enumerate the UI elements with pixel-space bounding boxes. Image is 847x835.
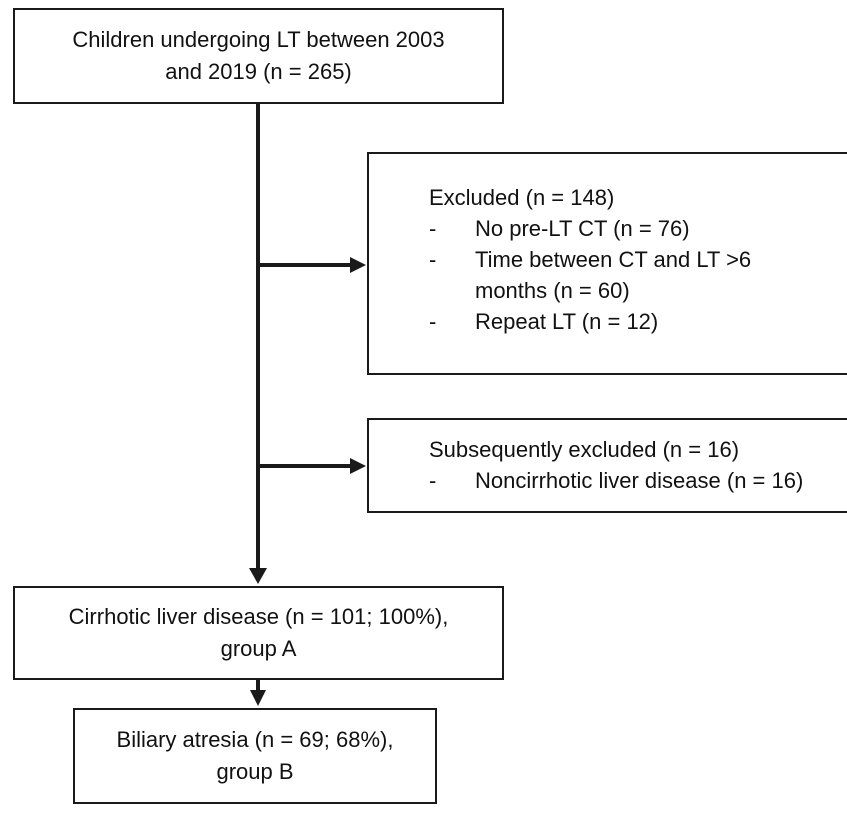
list-item-text: months (n = 60) [475, 278, 630, 303]
start-box: Children undergoing LT between 2003 and … [13, 8, 504, 104]
excluded-list: - No pre-LT CT (n = 76) - Time between C… [429, 213, 847, 337]
start-line-1: Children undergoing LT between 2003 [72, 27, 445, 52]
list-item: - Noncirrhotic liver disease (n = 16) [429, 465, 847, 496]
bullet-dash: - [429, 247, 437, 272]
list-item-text: Noncirrhotic liver disease (n = 16) [475, 468, 804, 493]
group-a-box: Cirrhotic liver disease (n = 101; 100%),… [13, 586, 504, 680]
group-a-line-1: Cirrhotic liver disease (n = 101; 100%), [68, 604, 449, 629]
list-item: months (n = 60) [429, 275, 847, 306]
group-b-line-2: group B [216, 759, 294, 784]
bullet-dash: - [429, 468, 437, 493]
group-b-line-1: Biliary atresia (n = 69; 68%), [116, 727, 394, 752]
list-item-text: Repeat LT (n = 12) [475, 309, 659, 334]
subsequently-excluded-list: - Noncirrhotic liver disease (n = 16) [429, 465, 847, 496]
list-item: - No pre-LT CT (n = 76) [429, 213, 847, 244]
list-item: - Time between CT and LT >6 [429, 244, 847, 275]
spine-arrowhead [249, 568, 267, 584]
list-item-text: Time between CT and LT >6 [475, 247, 752, 272]
group-b-box: Biliary atresia (n = 69; 68%), group B [73, 708, 437, 804]
list-item-text: No pre-LT CT (n = 76) [475, 216, 690, 241]
group-a-line-2: group A [220, 636, 297, 661]
bullet-dash: - [429, 216, 437, 241]
group-a-to-b-arrowhead [250, 690, 266, 706]
list-item: - Repeat LT (n = 12) [429, 306, 847, 337]
subsequent-arrowhead [350, 458, 366, 474]
bullet-dash: - [429, 309, 437, 334]
start-line-2: and 2019 (n = 265) [165, 59, 352, 84]
excluded-heading: Excluded (n = 148) [429, 185, 615, 210]
excluded-arrowhead [350, 257, 366, 273]
subsequently-excluded-heading: Subsequently excluded (n = 16) [429, 437, 740, 462]
subsequently-excluded-box: Subsequently excluded (n = 16) - Noncirr… [367, 418, 847, 513]
excluded-box: Excluded (n = 148) - No pre-LT CT (n = 7… [367, 152, 847, 375]
